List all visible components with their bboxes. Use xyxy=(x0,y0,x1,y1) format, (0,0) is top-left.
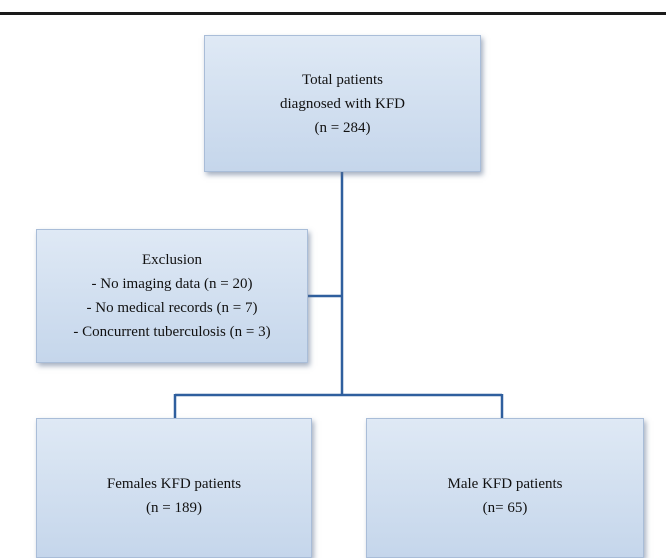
total-patients-line-2: diagnosed with KFD xyxy=(280,95,405,112)
male-patients-count: (n= 65) xyxy=(482,500,528,516)
male-patients-box: Male KFD patients (n= 65) xyxy=(366,418,644,558)
female-patients-label: Females KFD patients xyxy=(106,476,242,492)
exclusion-no-imaging: - No imaging data (n = 20) xyxy=(91,276,253,292)
female-patients-count: (n = 189) xyxy=(146,500,202,516)
total-patients-line-1: Total patients xyxy=(301,71,383,88)
total-patients-box: Total patients diagnosed with KFD (n = 2… xyxy=(204,35,481,172)
total-patients-count: (n = 284) xyxy=(314,119,371,136)
exclusion-no-records: - No medical records (n = 7) xyxy=(86,300,258,316)
top-rule xyxy=(0,12,666,15)
exclusion-box: Exclusion - No imaging data (n = 20) - N… xyxy=(36,229,308,363)
exclusion-heading: Exclusion xyxy=(142,252,202,268)
male-patients-label: Male KFD patients xyxy=(447,476,563,492)
female-patients-box: Females KFD patients (n = 189) xyxy=(36,418,312,558)
exclusion-tuberculosis: - Concurrent tuberculosis (n = 3) xyxy=(73,324,271,340)
